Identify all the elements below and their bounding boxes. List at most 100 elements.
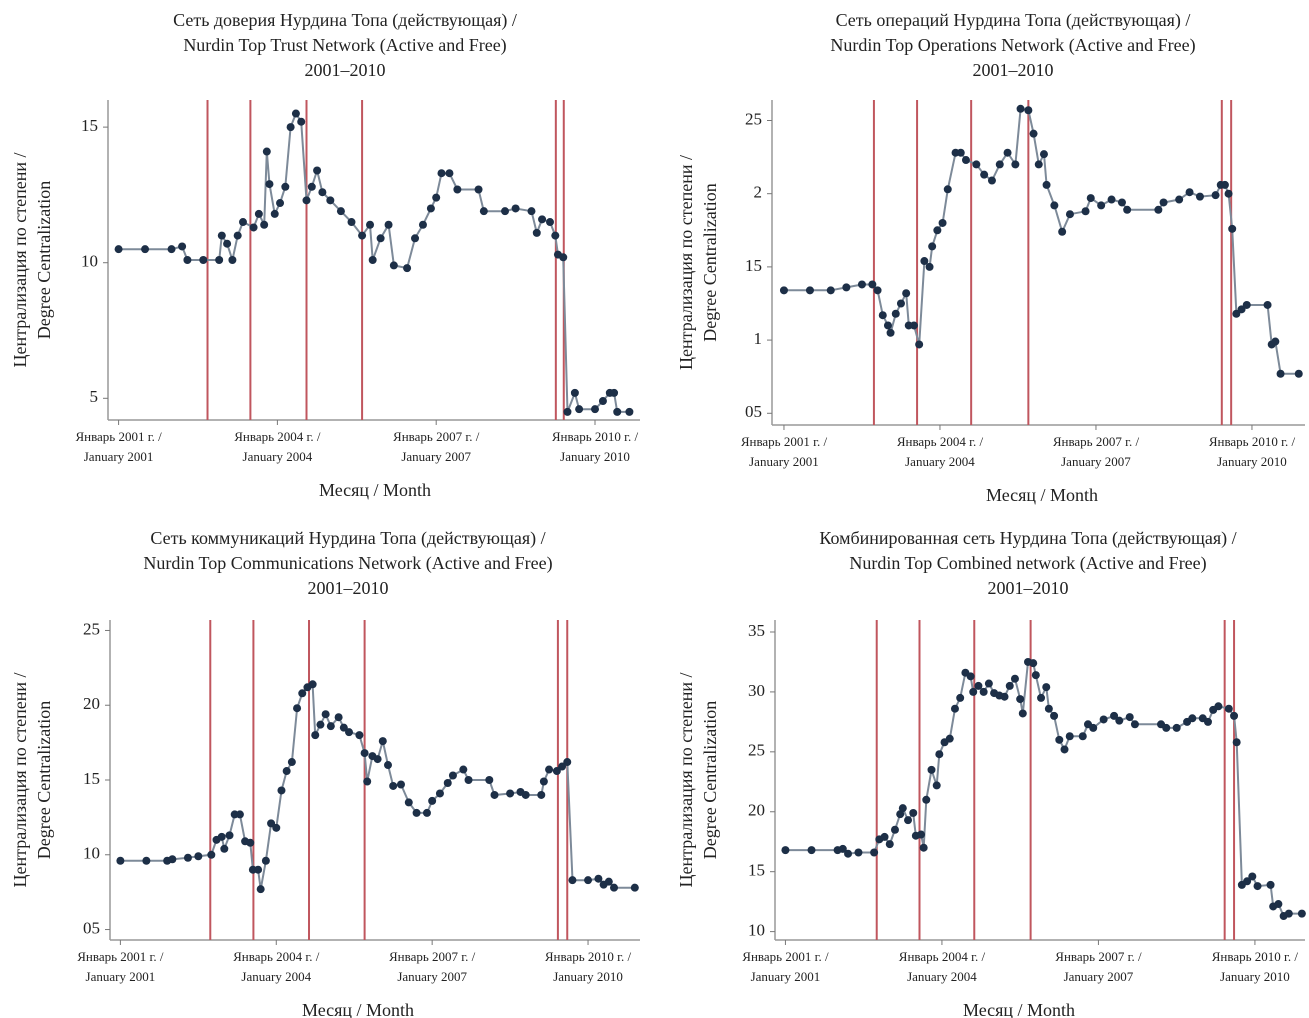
x-axis-label: Месяц / Month	[319, 480, 431, 500]
data-point	[270, 209, 279, 218]
data-point	[378, 737, 387, 746]
chart-title: Сеть доверия Нурдина Топа (действующая) …	[173, 10, 517, 31]
data-point	[281, 182, 290, 191]
data-point	[883, 321, 892, 330]
y-axis-label: Degree Centralization	[34, 701, 54, 859]
data-point	[1159, 198, 1168, 207]
data-point	[183, 853, 192, 862]
x-tick-label: Январь 2004 г. /	[234, 429, 321, 444]
data-point	[932, 781, 941, 790]
data-point	[474, 185, 483, 194]
data-point	[217, 231, 226, 240]
data-point	[1110, 711, 1119, 720]
data-point	[336, 207, 345, 216]
data-point	[870, 848, 879, 857]
data-point	[506, 789, 515, 798]
data-point	[215, 256, 224, 264]
data-point	[355, 731, 364, 740]
x-tick-label: Январь 2010 г. /	[1209, 434, 1296, 449]
data-point	[878, 311, 887, 320]
data-point	[1276, 369, 1285, 378]
x-tick-label: January 2010	[553, 969, 623, 984]
data-point	[261, 856, 270, 865]
data-point	[1029, 659, 1038, 668]
data-point	[552, 767, 561, 776]
data-point	[422, 808, 431, 817]
x-tick-label: Январь 2004 г. /	[233, 949, 320, 964]
data-point	[521, 790, 530, 799]
data-point	[1024, 106, 1033, 115]
data-point	[545, 765, 554, 774]
data-point	[956, 148, 965, 157]
data-point	[920, 257, 929, 266]
data-point	[246, 838, 255, 847]
data-point	[199, 256, 208, 264]
y-tick-label: 20	[748, 801, 765, 820]
x-tick-label: Январь 2007 г. /	[1055, 949, 1142, 964]
y-tick-label: 25	[748, 741, 765, 760]
data-point	[383, 761, 392, 770]
data-point	[464, 776, 473, 784]
data-point	[1125, 713, 1134, 722]
data-point	[1274, 900, 1283, 909]
data-point	[610, 388, 619, 397]
data-point	[511, 204, 520, 213]
data-point	[935, 750, 944, 759]
data-point	[532, 228, 541, 237]
data-point	[254, 865, 263, 874]
y-axis-label: Централизация по степени /	[676, 673, 696, 888]
data-point	[267, 819, 276, 828]
y-tick-label: 30	[748, 681, 765, 700]
y-tick-label: 10	[83, 844, 100, 863]
data-point	[1000, 692, 1009, 701]
data-point	[1123, 205, 1132, 214]
data-point	[220, 844, 229, 853]
x-tick-label: January 2004	[241, 969, 311, 984]
data-point	[347, 218, 356, 227]
data-point	[297, 117, 306, 126]
data-point	[459, 765, 468, 774]
data-point	[183, 256, 192, 264]
y-tick-label: 10	[748, 921, 765, 940]
data-point	[604, 877, 613, 886]
data-point	[1044, 704, 1053, 713]
data-point	[1195, 192, 1204, 201]
data-point	[293, 704, 302, 713]
data-point	[1162, 723, 1171, 732]
data-point	[826, 286, 835, 295]
data-point	[358, 231, 367, 240]
data-point	[389, 261, 398, 270]
y-tick-label: 25	[745, 109, 762, 128]
chart-title: Nurdin Top Communications Network (Activ…	[143, 553, 552, 574]
data-point	[207, 850, 216, 859]
data-point	[551, 231, 560, 240]
data-point	[1220, 180, 1229, 189]
data-point	[594, 874, 603, 883]
data-point	[1016, 104, 1025, 113]
data-point	[1016, 695, 1025, 704]
x-tick-label: January 2001	[84, 449, 154, 464]
data-point	[885, 840, 894, 849]
x-tick-label: Январь 2001 г. /	[742, 949, 829, 964]
data-point	[339, 723, 348, 732]
data-point	[915, 340, 924, 349]
data-point	[501, 207, 510, 216]
x-tick-label: Январь 2001 г. /	[75, 429, 162, 444]
data-point	[909, 321, 918, 330]
data-point	[256, 885, 265, 894]
data-point	[1117, 198, 1126, 207]
x-tick-label: Январь 2001 г. /	[77, 949, 164, 964]
data-point	[950, 704, 959, 713]
data-point	[779, 286, 788, 295]
data-point	[1172, 723, 1181, 732]
data-point	[1243, 877, 1252, 886]
data-point	[345, 728, 354, 737]
data-point	[437, 169, 446, 178]
data-point	[249, 223, 258, 232]
data-point	[527, 207, 536, 216]
data-point	[844, 849, 853, 858]
data-point	[396, 780, 405, 789]
data-point	[360, 749, 369, 758]
